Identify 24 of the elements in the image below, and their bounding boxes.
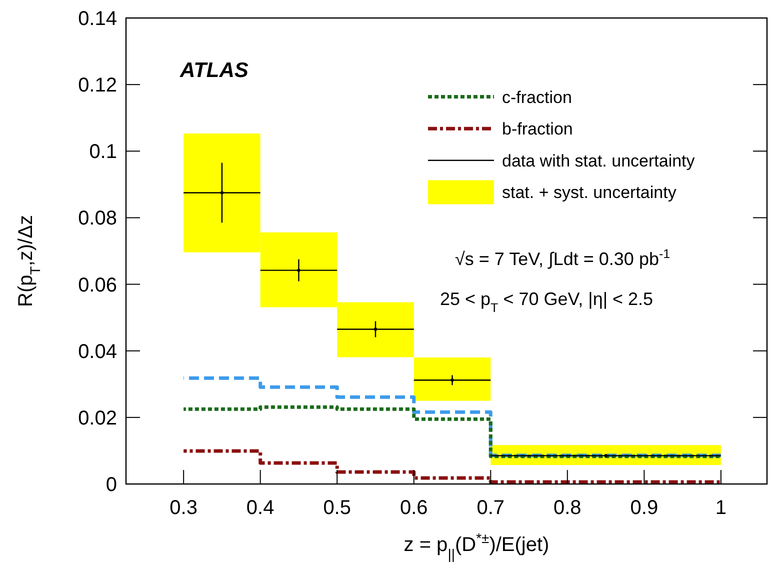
y-tick-label: 0.08 bbox=[78, 208, 117, 230]
x-tick-label: 0.5 bbox=[323, 497, 352, 519]
legend-label: b-fraction bbox=[502, 120, 573, 139]
x-tick-label: 1 bbox=[715, 497, 727, 519]
annotation: 25 < p$_{T}$ < 70 GeV, |η| < 2.5 bbox=[440, 289, 654, 315]
x-tick-label: 0.9 bbox=[630, 497, 658, 519]
x-tick-label: 0.3 bbox=[170, 497, 198, 519]
x-axis-title: z = p$_{||}$(D$^{*±}$)/E(jet) bbox=[404, 530, 550, 562]
x-tick-label: 0.6 bbox=[400, 497, 428, 519]
y-tick-label: 0.04 bbox=[78, 340, 117, 363]
x-tick-label: 0.4 bbox=[246, 497, 274, 519]
y-tick-label: 0.1 bbox=[89, 141, 117, 164]
legend-label: stat. + syst. uncertainty bbox=[502, 183, 677, 202]
y-tick-label: 0.06 bbox=[78, 274, 117, 296]
legend-label: c-fraction bbox=[502, 88, 572, 107]
y-tick-label: 0.12 bbox=[78, 74, 117, 97]
x-tick-label: 0.7 bbox=[476, 497, 505, 519]
y-tick-label: 0.02 bbox=[78, 407, 117, 430]
y-tick-label: 0 bbox=[106, 474, 117, 496]
annotation: ATLAS bbox=[179, 59, 248, 82]
y-tick-label: 0.14 bbox=[78, 8, 117, 30]
x-tick-label: 0.8 bbox=[554, 497, 582, 519]
annotation: √s = 7 TeV, ∫Ldt = 0.30 pb$^{-1}$ bbox=[455, 247, 670, 269]
legend-label: data with stat. uncertainty bbox=[502, 151, 696, 170]
